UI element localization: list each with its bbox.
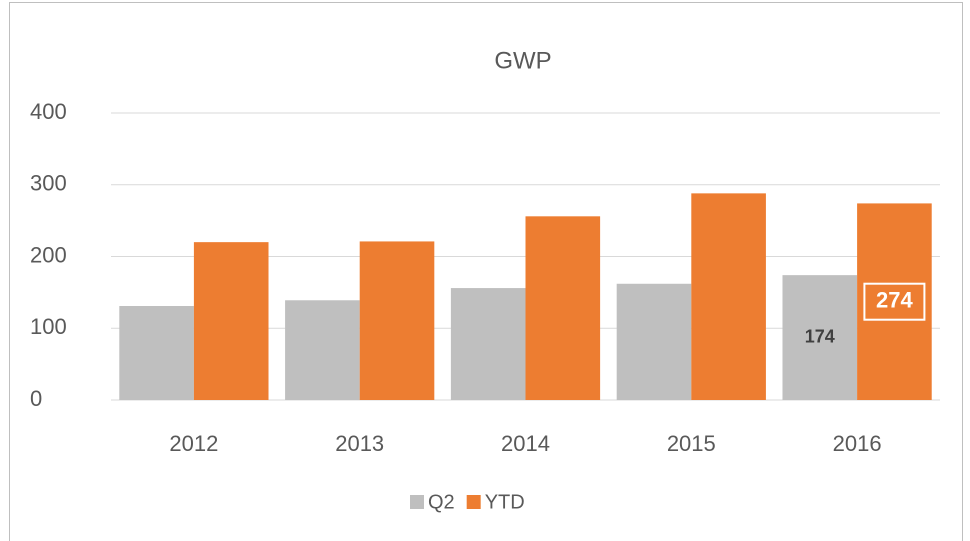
x-tick-label: 2015: [667, 431, 716, 456]
bar: [193, 242, 269, 400]
bar: [285, 300, 360, 400]
legend-swatch: [410, 495, 424, 509]
x-tick-label: 2012: [169, 431, 218, 456]
x-tick-label: 2014: [501, 431, 550, 456]
bar: [782, 275, 858, 400]
y-tick-label: 0: [30, 386, 42, 411]
legend-label: YTD: [485, 491, 525, 513]
bar: [857, 203, 932, 400]
chart-title: GWP: [494, 47, 551, 74]
bar: [450, 288, 526, 400]
x-tick-label: 2013: [335, 431, 384, 456]
legend-swatch: [466, 495, 481, 509]
x-tick-label: 2016: [833, 431, 882, 456]
bar: [359, 241, 435, 400]
bar: [616, 283, 692, 400]
bar: [691, 193, 766, 400]
chart-frame: [9, 2, 963, 541]
y-tick-label: 400: [30, 99, 67, 124]
y-tick-label: 200: [30, 242, 67, 267]
bar: [525, 216, 601, 400]
y-tick-label: 300: [30, 171, 67, 196]
y-tick-label: 100: [30, 314, 67, 339]
data-label: 274: [876, 288, 913, 313]
legend-label: Q2: [428, 491, 455, 513]
data-label-box: [863, 282, 926, 321]
bar: [119, 306, 194, 400]
data-label: 174: [805, 326, 835, 346]
